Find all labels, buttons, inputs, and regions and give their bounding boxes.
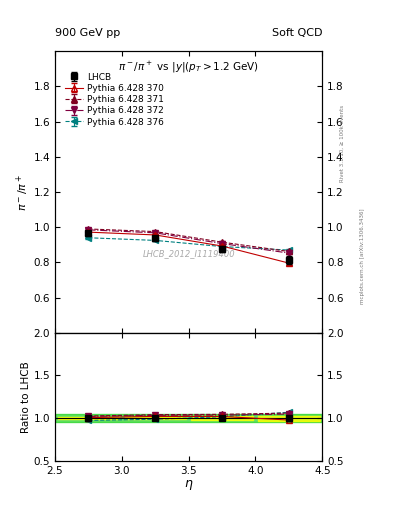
Y-axis label: $\pi^-/\pi^+$: $\pi^-/\pi^+$ xyxy=(15,174,31,210)
Legend: LHCB, Pythia 6.428 370, Pythia 6.428 371, Pythia 6.428 372, Pythia 6.428 376: LHCB, Pythia 6.428 370, Pythia 6.428 371… xyxy=(62,70,167,129)
Text: 900 GeV pp: 900 GeV pp xyxy=(55,28,120,38)
Text: Soft QCD: Soft QCD xyxy=(272,28,322,38)
Text: Rivet 3.1.10, ≥ 100k events: Rivet 3.1.10, ≥ 100k events xyxy=(340,105,345,182)
Text: LHCB_2012_I1119400: LHCB_2012_I1119400 xyxy=(142,249,235,259)
Bar xyxy=(55,414,322,422)
X-axis label: $\eta$: $\eta$ xyxy=(184,478,193,493)
Y-axis label: Ratio to LHCB: Ratio to LHCB xyxy=(21,361,31,433)
Text: mcplots.cern.ch [arXiv:1306.3436]: mcplots.cern.ch [arXiv:1306.3436] xyxy=(360,208,365,304)
Text: $\pi^-/\pi^+$ vs $|y|(p_{T} > 1.2\ \mathrm{GeV})$: $\pi^-/\pi^+$ vs $|y|(p_{T} > 1.2\ \math… xyxy=(118,60,259,75)
